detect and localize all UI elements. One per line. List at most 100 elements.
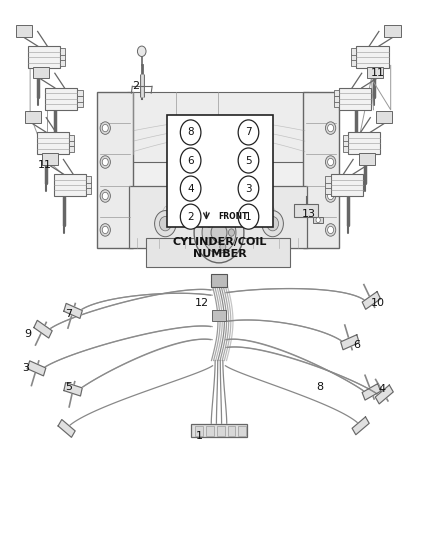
Polygon shape <box>27 361 46 376</box>
Bar <box>78 96 82 102</box>
Text: 6: 6 <box>353 340 360 350</box>
Bar <box>36 132 69 154</box>
Bar <box>60 49 65 55</box>
Bar <box>78 90 82 96</box>
Text: 6: 6 <box>187 156 194 166</box>
Bar <box>16 25 32 37</box>
Circle shape <box>325 156 336 168</box>
Bar <box>343 146 348 152</box>
Text: 4: 4 <box>378 384 386 394</box>
Bar <box>69 140 74 147</box>
Bar <box>303 92 339 248</box>
Circle shape <box>180 176 201 201</box>
Bar <box>351 49 357 55</box>
Bar <box>33 67 49 78</box>
Polygon shape <box>64 383 82 396</box>
Text: 5: 5 <box>245 156 252 166</box>
Polygon shape <box>58 419 75 438</box>
Bar <box>28 46 60 68</box>
Text: 2: 2 <box>132 82 139 91</box>
Circle shape <box>180 204 201 229</box>
Text: 10: 10 <box>371 298 385 308</box>
Bar <box>25 111 41 123</box>
Bar <box>367 67 383 78</box>
Bar <box>78 101 82 108</box>
Text: 7: 7 <box>65 309 72 319</box>
Circle shape <box>238 176 259 201</box>
Text: 1: 1 <box>196 431 203 441</box>
Bar <box>69 135 74 141</box>
Text: 4: 4 <box>187 183 194 193</box>
Polygon shape <box>352 417 369 435</box>
Bar <box>86 182 91 188</box>
Bar <box>60 59 65 66</box>
Bar <box>69 146 74 152</box>
Bar <box>238 426 246 436</box>
Circle shape <box>155 211 176 237</box>
Circle shape <box>220 243 226 251</box>
Circle shape <box>328 124 334 132</box>
Polygon shape <box>64 303 82 318</box>
Text: 5: 5 <box>65 382 72 392</box>
Bar <box>127 92 309 162</box>
Circle shape <box>325 224 336 236</box>
Bar <box>376 111 392 123</box>
Circle shape <box>180 148 201 173</box>
Bar <box>331 174 363 196</box>
Circle shape <box>180 120 201 145</box>
Bar <box>384 25 401 37</box>
Circle shape <box>238 148 259 173</box>
Bar <box>86 176 91 183</box>
Circle shape <box>102 192 108 200</box>
Circle shape <box>328 158 334 166</box>
Polygon shape <box>341 335 359 350</box>
Text: 1: 1 <box>245 212 252 222</box>
Bar <box>211 274 227 287</box>
Bar <box>97 92 133 248</box>
Circle shape <box>211 223 227 242</box>
Bar <box>167 115 272 228</box>
Bar <box>86 188 91 193</box>
Bar <box>206 426 214 436</box>
Circle shape <box>220 214 226 222</box>
Polygon shape <box>362 292 381 309</box>
Circle shape <box>316 217 320 223</box>
Bar <box>228 426 235 436</box>
Bar <box>146 238 290 266</box>
Text: 3: 3 <box>22 364 29 373</box>
Circle shape <box>159 216 171 231</box>
Text: 11: 11 <box>371 68 385 78</box>
Circle shape <box>102 158 108 166</box>
Bar <box>212 310 226 321</box>
Text: FRONT: FRONT <box>218 212 247 221</box>
Circle shape <box>102 227 108 233</box>
Text: 2: 2 <box>187 212 194 222</box>
Circle shape <box>100 190 110 202</box>
Circle shape <box>328 227 334 233</box>
Bar <box>217 426 225 436</box>
Text: NUMBER: NUMBER <box>193 249 247 259</box>
Circle shape <box>325 190 336 202</box>
Bar <box>343 140 348 147</box>
Text: 11: 11 <box>38 160 52 169</box>
Polygon shape <box>375 385 393 404</box>
Bar <box>195 426 203 436</box>
Text: 3: 3 <box>245 183 252 193</box>
Bar <box>127 154 309 248</box>
Bar <box>339 88 371 110</box>
Circle shape <box>262 211 283 237</box>
Bar <box>351 59 357 66</box>
Text: 8: 8 <box>316 382 323 392</box>
Text: 12: 12 <box>195 298 209 308</box>
Circle shape <box>229 229 234 236</box>
Circle shape <box>138 46 146 56</box>
Bar <box>325 176 331 183</box>
Circle shape <box>206 238 212 245</box>
Bar <box>325 188 331 193</box>
Circle shape <box>238 204 259 229</box>
Polygon shape <box>34 320 52 338</box>
Text: 13: 13 <box>302 209 316 219</box>
Bar <box>334 96 339 102</box>
Text: CYLINDER/COIL: CYLINDER/COIL <box>173 237 267 247</box>
Circle shape <box>102 124 108 132</box>
